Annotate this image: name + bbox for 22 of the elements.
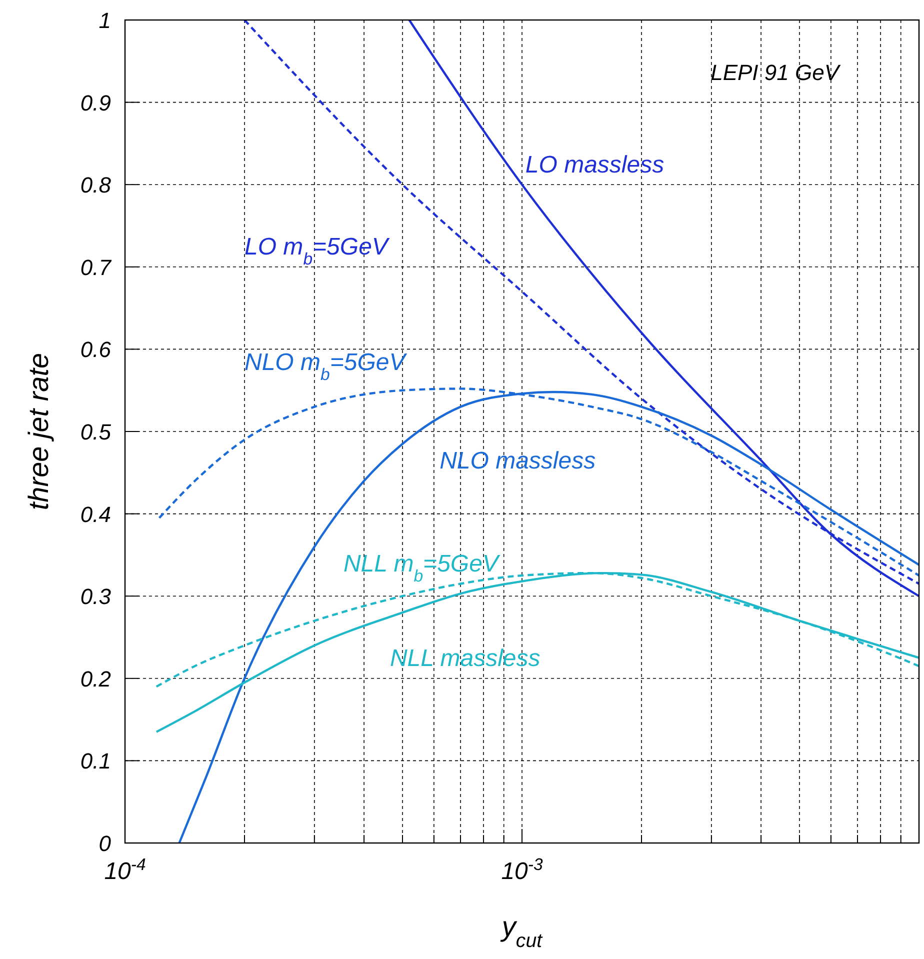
series-label: NLL m$_{b}$=5GeV <box>343 550 500 585</box>
y-tick-label: 0.1 <box>80 748 111 774</box>
y-tick-label: 0.5 <box>80 420 112 444</box>
x-axis-title: y$_{cut}$ <box>500 911 544 952</box>
annotation: LEPI 91 GeV <box>710 60 842 85</box>
x-tick-label: 10$^{-3}$ <box>501 854 544 885</box>
y-tick-label: 0.3 <box>80 584 112 610</box>
y-axis-title: three jet rate <box>23 352 54 510</box>
series-label: NLO massless <box>440 448 596 475</box>
series-label: NLL massless <box>390 645 540 672</box>
series-label: NLO m$_{b}$=5GeV <box>244 348 408 384</box>
x-tick-label: 10$^{-4}$ <box>104 854 146 885</box>
y-tick-label: 0.8 <box>80 172 112 198</box>
y-tick-label: 0.7 <box>80 254 112 280</box>
y-tick-label: 0.4 <box>80 502 111 527</box>
y-tick-label: 0.6 <box>80 337 112 362</box>
y-tick-label: 0 <box>98 831 112 856</box>
series-label: LO m$_{b}$=5GeV <box>244 234 390 268</box>
y-tick-label: 1 <box>98 8 111 33</box>
series-label: LO massless <box>525 151 664 178</box>
y-tick-label: 0.2 <box>80 666 111 692</box>
y-tick-label: 0.9 <box>80 90 111 116</box>
